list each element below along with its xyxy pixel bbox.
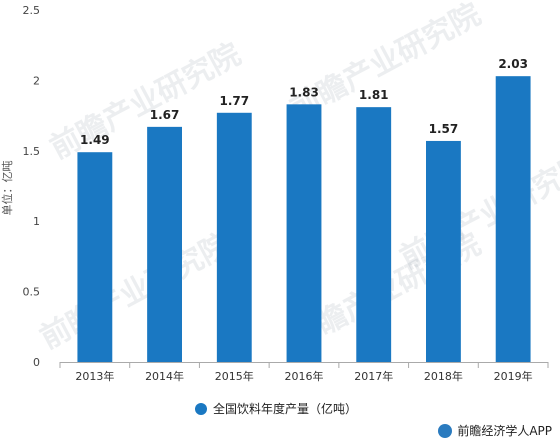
brand-logo-icon [438,423,453,438]
footer-brand-label: 前瞻经济学人APP [457,424,552,438]
y-tick-label: 0.5 [23,286,41,299]
y-tick-label: 1 [33,215,40,228]
y-axis-ticks: 0 0.5 1 1.5 2 2.5 [23,4,41,369]
y-tick-label: 1.5 [23,145,41,158]
x-tick-label: 2018年 [424,369,463,383]
bar-value-label: 1.81 [359,88,389,102]
bar-value-label: 1.49 [80,133,110,147]
bars [77,76,531,363]
x-tick-label: 2017年 [354,369,393,383]
footer-brand: 前瞻经济学人APP [438,422,552,439]
x-axis-labels: 2013年 2014年 2015年 2016年 2017年 2018年 2019年 [75,369,532,383]
x-tick-label: 2013年 [75,369,114,383]
x-tick-label: 2019年 [494,369,533,383]
watermark-text: 前瞻产业研究院 [45,37,247,166]
x-axis-tick-marks [59,362,549,368]
y-tick-label: 0 [33,356,40,369]
y-axis-title: 单位：亿吨 [0,161,14,216]
bar-2017[interactable] [356,107,392,362]
y-tick-label: 2.5 [23,4,41,17]
bar-2016[interactable] [286,104,322,362]
legend-swatch [195,403,207,415]
bar-value-label: 1.57 [429,122,459,136]
legend-label: 全国饮料年度产量（亿吨） [213,401,357,416]
bar-2015[interactable] [216,112,252,362]
x-tick-label: 2014年 [145,369,184,383]
bar-value-label: 2.03 [498,57,528,71]
legend[interactable]: 全国饮料年度产量（亿吨） [195,401,357,416]
bar-value-label: 1.67 [150,108,180,122]
bar-value-label: 1.77 [219,94,249,108]
x-tick-label: 2016年 [285,369,324,383]
bar-2014[interactable] [147,126,182,362]
bar-labels: 1.49 1.67 1.77 1.83 1.81 1.57 2.03 [80,57,528,147]
bar-2019[interactable] [495,76,531,363]
y-tick-label: 2 [33,74,40,87]
x-tick-label: 2015年 [215,369,254,383]
bar-value-label: 1.83 [289,85,319,99]
watermark-text: 前瞻产业研究院 [35,227,237,356]
bar-2018[interactable] [426,140,461,362]
bar-2013[interactable] [77,152,113,362]
